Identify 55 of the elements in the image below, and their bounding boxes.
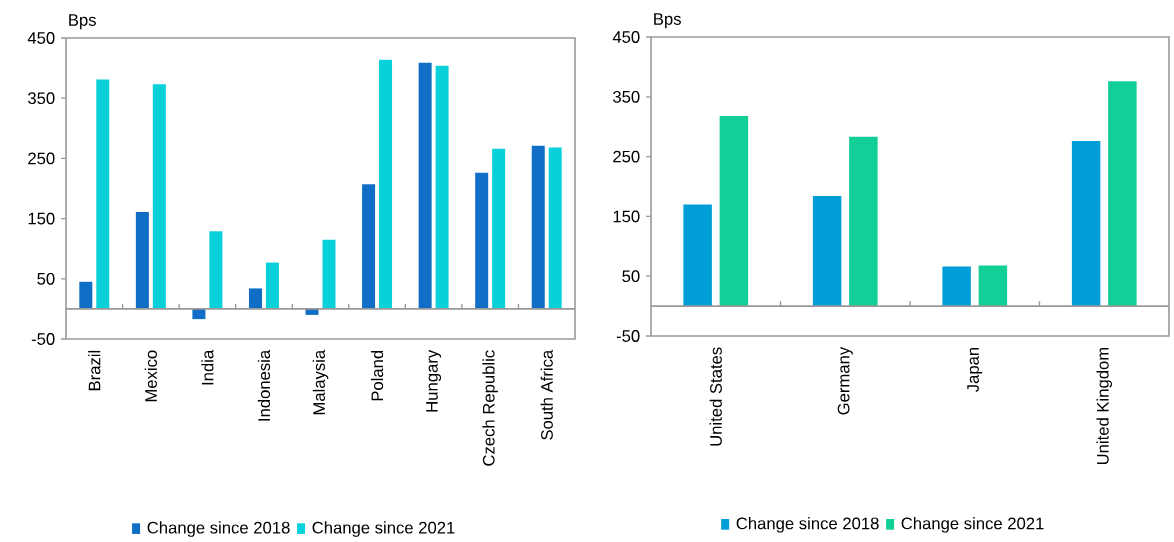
bar	[379, 59, 393, 309]
y-tick-label: 250	[28, 152, 55, 165]
bar	[209, 231, 223, 309]
y-axis-title: Bps	[654, 13, 681, 29]
bar	[418, 62, 432, 309]
x-tick-label: Indonesia	[257, 349, 271, 421]
bar	[548, 147, 562, 309]
bar	[79, 281, 93, 309]
y-axis-title: Bps	[69, 14, 96, 30]
bar	[152, 84, 166, 309]
bar	[435, 65, 449, 309]
bar	[135, 211, 149, 309]
bar	[96, 79, 110, 309]
x-tick-label: Japan	[967, 347, 983, 392]
legend-label: Change since 2021	[312, 521, 455, 537]
y-tick-label: -50	[31, 333, 55, 345]
bar	[942, 266, 971, 307]
legend-label: Change since 2021	[901, 517, 1044, 533]
bar	[812, 196, 842, 307]
x-tick-label: India	[201, 349, 214, 385]
bar	[322, 239, 336, 309]
bar	[1071, 141, 1101, 307]
bar	[475, 172, 489, 309]
x-tick-label: United States	[709, 347, 722, 446]
legend-label: Change since 2018	[736, 517, 879, 533]
x-tick-label: Mexico	[144, 350, 157, 402]
y-tick-label: 450	[27, 32, 55, 44]
bar	[248, 288, 262, 309]
bar	[683, 204, 712, 307]
bar	[1108, 81, 1137, 307]
x-tick-label: Hungary	[426, 349, 442, 412]
bar	[978, 265, 1008, 307]
y-tick-label: 450	[612, 31, 640, 43]
bar	[362, 184, 376, 309]
x-tick-label: Czech Republic	[482, 350, 498, 466]
bar	[531, 145, 545, 309]
y-tick-label: -50	[616, 330, 640, 342]
y-tick-label: 150	[28, 212, 55, 225]
x-tick-label: South Africa	[540, 349, 553, 440]
x-tick-label: Germany	[837, 346, 853, 415]
y-tick-label: 250	[613, 150, 640, 163]
x-tick-label: Brazil	[88, 350, 101, 391]
y-tick-label: 350	[613, 90, 640, 103]
x-tick-label: Poland	[370, 350, 384, 401]
bar	[719, 115, 749, 307]
legend-label: Change since 2018	[147, 521, 290, 537]
bar	[492, 148, 506, 309]
x-tick-label: United Kingdom	[1096, 347, 1112, 465]
y-tick-label: 350	[28, 92, 55, 105]
bar	[849, 136, 878, 307]
y-tick-label: 50	[622, 270, 640, 283]
y-tick-label: 50	[37, 272, 55, 285]
y-tick-label: 150	[613, 210, 640, 223]
bar	[265, 262, 279, 309]
x-tick-label: Malaysia	[312, 349, 329, 415]
